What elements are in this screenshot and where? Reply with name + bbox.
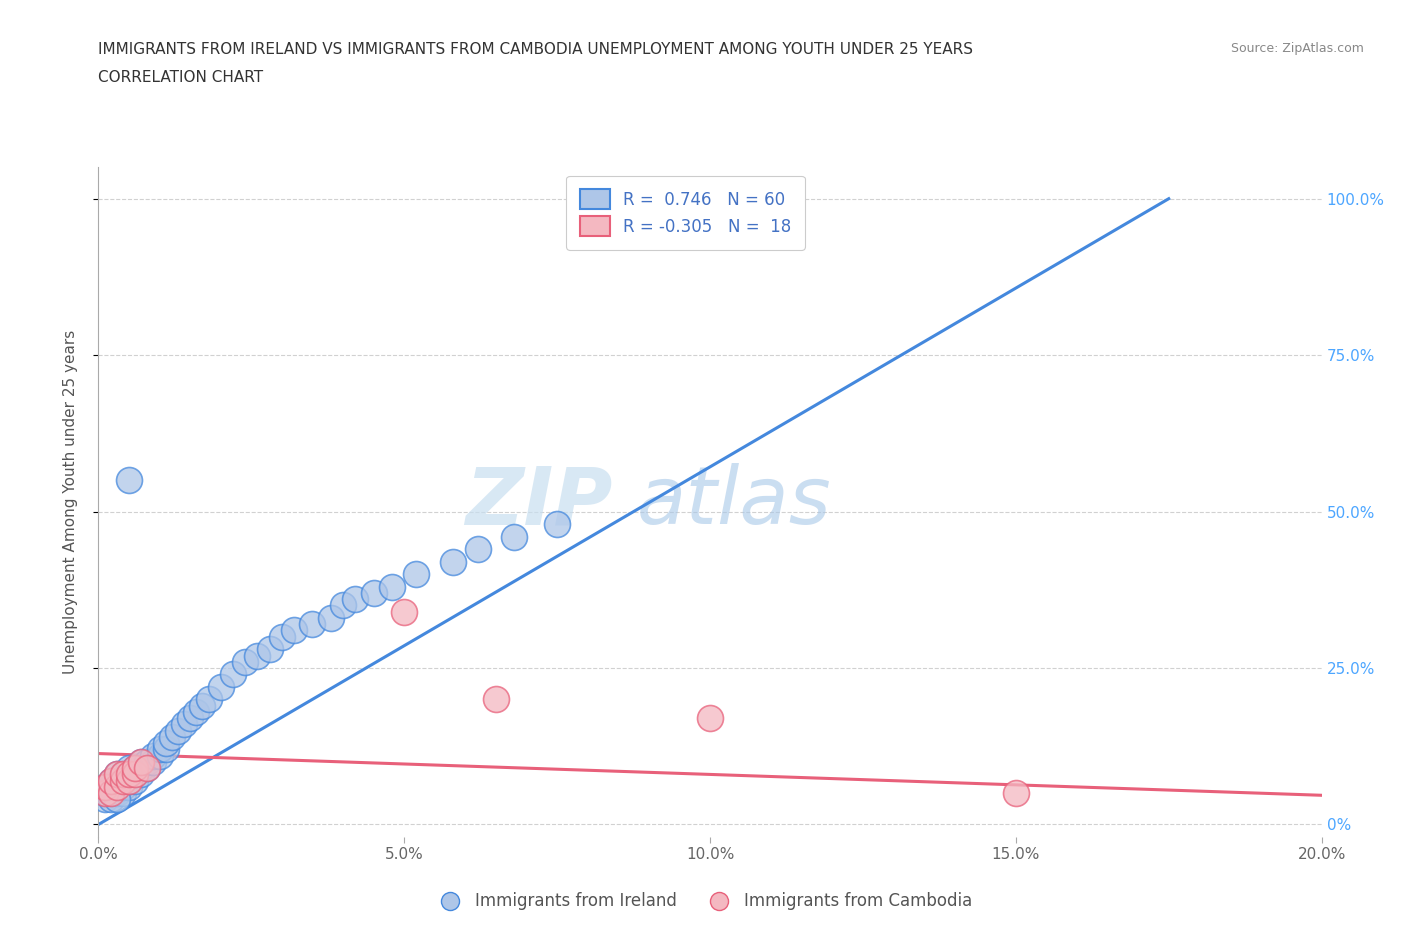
- Point: [209, 680, 232, 695]
- Point: [118, 773, 141, 788]
- Point: [111, 779, 134, 794]
- Point: [392, 604, 416, 619]
- Point: [105, 773, 128, 788]
- Legend: Immigrants from Ireland, Immigrants from Cambodia: Immigrants from Ireland, Immigrants from…: [427, 885, 979, 917]
- Point: [124, 761, 146, 776]
- Point: [136, 761, 159, 776]
- Point: [100, 786, 122, 801]
- Point: [136, 761, 159, 776]
- Point: [105, 779, 128, 794]
- Point: [197, 692, 219, 707]
- Point: [233, 655, 256, 670]
- Point: [105, 779, 128, 794]
- Point: [160, 729, 183, 744]
- Point: [173, 717, 195, 732]
- Point: [93, 792, 115, 807]
- Point: [246, 648, 269, 663]
- Point: [467, 541, 489, 556]
- Point: [105, 786, 128, 801]
- Point: [105, 792, 128, 807]
- Point: [363, 586, 385, 601]
- Text: ZIP: ZIP: [465, 463, 612, 541]
- Point: [111, 767, 134, 782]
- Point: [111, 767, 134, 782]
- Point: [100, 779, 122, 794]
- Point: [129, 761, 152, 776]
- Point: [405, 566, 427, 581]
- Point: [179, 711, 201, 725]
- Point: [124, 761, 146, 776]
- Point: [118, 773, 141, 788]
- Point: [129, 754, 152, 769]
- Point: [149, 742, 172, 757]
- Point: [100, 773, 122, 788]
- Point: [259, 642, 281, 657]
- Point: [118, 767, 141, 782]
- Point: [111, 773, 134, 788]
- Text: atlas: atlas: [637, 463, 831, 541]
- Point: [332, 598, 354, 613]
- Point: [100, 786, 122, 801]
- Point: [1004, 786, 1026, 801]
- Point: [129, 767, 152, 782]
- Point: [283, 623, 305, 638]
- Point: [100, 792, 122, 807]
- Point: [129, 754, 152, 769]
- Point: [191, 698, 214, 713]
- Point: [111, 786, 134, 801]
- Point: [699, 711, 721, 725]
- Point: [270, 630, 292, 644]
- Point: [118, 779, 141, 794]
- Point: [142, 754, 165, 769]
- Text: IMMIGRANTS FROM IRELAND VS IMMIGRANTS FROM CAMBODIA UNEMPLOYMENT AMONG YOUTH UND: IMMIGRANTS FROM IRELAND VS IMMIGRANTS FR…: [98, 42, 973, 57]
- Point: [118, 761, 141, 776]
- Point: [136, 754, 159, 769]
- Point: [93, 779, 115, 794]
- Point: [93, 786, 115, 801]
- Point: [93, 779, 115, 794]
- Point: [319, 610, 342, 625]
- Point: [222, 667, 245, 682]
- Point: [155, 736, 177, 751]
- Point: [105, 767, 128, 782]
- Point: [546, 517, 568, 532]
- Point: [344, 591, 367, 606]
- Text: CORRELATION CHART: CORRELATION CHART: [98, 70, 263, 85]
- Point: [124, 773, 146, 788]
- Point: [485, 692, 508, 707]
- Point: [381, 579, 404, 594]
- Point: [441, 554, 464, 569]
- Y-axis label: Unemployment Among Youth under 25 years: Unemployment Among Youth under 25 years: [63, 330, 77, 674]
- Point: [93, 786, 115, 801]
- Point: [105, 767, 128, 782]
- Point: [111, 773, 134, 788]
- Point: [124, 767, 146, 782]
- Point: [118, 767, 141, 782]
- Point: [142, 749, 165, 764]
- Text: Source: ZipAtlas.com: Source: ZipAtlas.com: [1230, 42, 1364, 55]
- Point: [503, 529, 526, 544]
- Point: [155, 742, 177, 757]
- Point: [118, 472, 141, 487]
- Point: [186, 704, 208, 719]
- Point: [124, 767, 146, 782]
- Point: [149, 749, 172, 764]
- Point: [167, 724, 190, 738]
- Point: [301, 617, 323, 631]
- Legend: R =  0.746   N = 60, R = -0.305   N =  18: R = 0.746 N = 60, R = -0.305 N = 18: [567, 176, 804, 250]
- Point: [100, 773, 122, 788]
